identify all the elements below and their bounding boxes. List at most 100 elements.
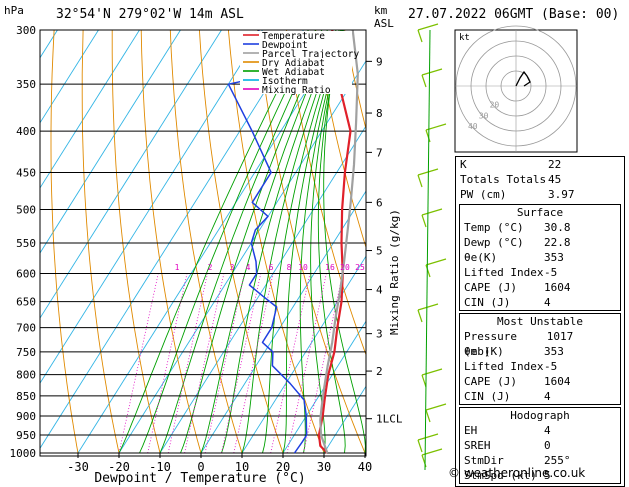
wind-barb	[421, 208, 443, 216]
row-value: 1017	[546, 330, 574, 343]
credit: © weatheronline.co.uk	[448, 466, 586, 480]
wind-barb	[417, 433, 439, 441]
row-value: 4	[544, 296, 551, 309]
row-value: 22	[548, 158, 562, 171]
pressure-tick-label: 400	[16, 125, 36, 138]
hodograph-table-rows: EH 4 SREH 0 StmDir 255° StmSpd (kt) 5	[460, 423, 620, 483]
isotherm-line	[159, 125, 366, 454]
row-value: 5	[544, 469, 551, 482]
hodograph-table-title: Hodograph	[510, 409, 570, 422]
mixing-ratio-label: 10	[298, 263, 308, 272]
wind-barb	[425, 403, 447, 411]
legend-bg	[240, 49, 352, 58]
mixing-ratio-line	[204, 273, 245, 454]
row-name: K	[460, 158, 467, 171]
x-tick-label: 40	[358, 460, 372, 474]
isotherm-line	[77, 30, 345, 454]
row-name: SREH	[464, 439, 491, 452]
table-row: Lifted Index -5	[460, 359, 620, 374]
isotherm-line	[40, 30, 140, 189]
table-row: CIN (J) 4	[460, 295, 620, 310]
x-tick-label: 20	[276, 460, 290, 474]
legend-label: Dewpoint	[262, 40, 308, 51]
isotherm-line	[40, 30, 304, 450]
wind-barb	[417, 303, 439, 311]
pressure-tick-label: 800	[16, 369, 36, 382]
mixing-ratio-label: 20	[340, 263, 350, 272]
x-tick-label: 10	[235, 460, 249, 474]
hodograph-ring-label: 30	[479, 111, 489, 120]
wind-barb	[421, 68, 443, 76]
pressure-tick-label: 350	[16, 78, 36, 91]
dry-adiabat	[315, 30, 366, 249]
pressure-tick-label: 500	[16, 203, 36, 216]
mixing-ratio-line	[303, 273, 344, 454]
hodograph-section: Hodograph EH 4 SREH 0 StmDir 255° StmSpd (kt) 5	[459, 407, 621, 484]
table-row: StmDir 255°	[460, 453, 620, 468]
km-tick-label: 5	[376, 245, 383, 258]
legend-label: Isotherm	[262, 76, 308, 87]
table-row: EH 4	[460, 423, 620, 438]
legend-bg	[240, 40, 352, 49]
wind-barb-staff	[425, 409, 431, 423]
row-value: -5	[544, 360, 558, 373]
row-value: 22.8	[544, 236, 571, 249]
surface-section: Surface Temp (°C) 30.8 Dewp (°C) 22.8 θe(K) 3…	[459, 204, 621, 311]
row-value: 45	[548, 173, 562, 186]
legend-bg	[240, 31, 352, 40]
pressure-tick-label: 750	[16, 346, 36, 359]
wind-barb-staff	[417, 174, 423, 188]
legend-bg	[240, 76, 352, 85]
table-row: Lifted Index -5	[460, 265, 620, 280]
mixing-ratio-line	[270, 273, 311, 454]
table-row: K 22	[456, 157, 624, 172]
wind-barb	[417, 23, 439, 31]
row-name: StmDir	[464, 454, 504, 467]
x-tick-label: 30	[317, 460, 331, 474]
pressure-tick-label: 300	[16, 24, 36, 37]
axes: 3003504004505005506006507007508008509009…	[10, 24, 403, 474]
km-tick-label: 1LCL	[376, 413, 403, 426]
row-name: Dewp (°C)	[464, 236, 524, 249]
row-value: 353	[544, 345, 564, 358]
km-tick-label: 2	[376, 365, 383, 378]
x-tick-label: -30	[67, 460, 89, 474]
pressure-tick-label: 550	[16, 237, 36, 250]
hpa-label: hPa	[4, 4, 24, 17]
hodograph-unit-label: kt	[459, 33, 470, 43]
isotherm-line	[0, 30, 16, 453]
wind-barb-staff	[417, 29, 423, 43]
row-name: Pressure (mb)	[464, 330, 517, 358]
parcel-trajectory-line	[319, 30, 359, 454]
datetime-title: 27.07.2022 06GMT (Base: 00)	[408, 7, 619, 22]
location-title: 32°54'N 279°02'W 14m ASL	[56, 7, 244, 22]
row-name: StmSpd (kt)	[464, 469, 537, 482]
legend-label: Mixing Ratio	[262, 85, 331, 96]
km-label: km	[374, 4, 388, 17]
row-name: Lifted Index	[464, 360, 544, 373]
mixing-ratio-line	[118, 273, 159, 454]
pressure-tick-label: 650	[16, 296, 36, 309]
row-value: 1604	[544, 375, 571, 388]
table-row: StmSpd (kt) 5	[460, 468, 620, 483]
row-value: 4	[544, 390, 551, 403]
table-row: CAPE (J) 1604	[460, 374, 620, 389]
table-row: θe(K) 353	[460, 250, 620, 265]
km-tick-label: 3	[376, 328, 383, 341]
km-tick-label: 8	[376, 107, 383, 120]
km-tick-label: 4	[376, 284, 383, 297]
table-row: SREH 0	[460, 438, 620, 453]
row-name: CIN (J)	[464, 390, 511, 403]
hodograph-ring-label: 20	[490, 101, 500, 110]
mixing-ratio-line	[167, 273, 208, 454]
mixing-ratio-label: 25	[355, 263, 365, 272]
km-tick-label: 9	[376, 55, 383, 68]
table-row: CAPE (J) 1604	[460, 280, 620, 295]
row-value: 255°	[544, 454, 571, 467]
isotherm-line	[40, 30, 99, 124]
pressure-tick-label: 450	[16, 166, 36, 179]
wind-barbs	[417, 23, 447, 471]
